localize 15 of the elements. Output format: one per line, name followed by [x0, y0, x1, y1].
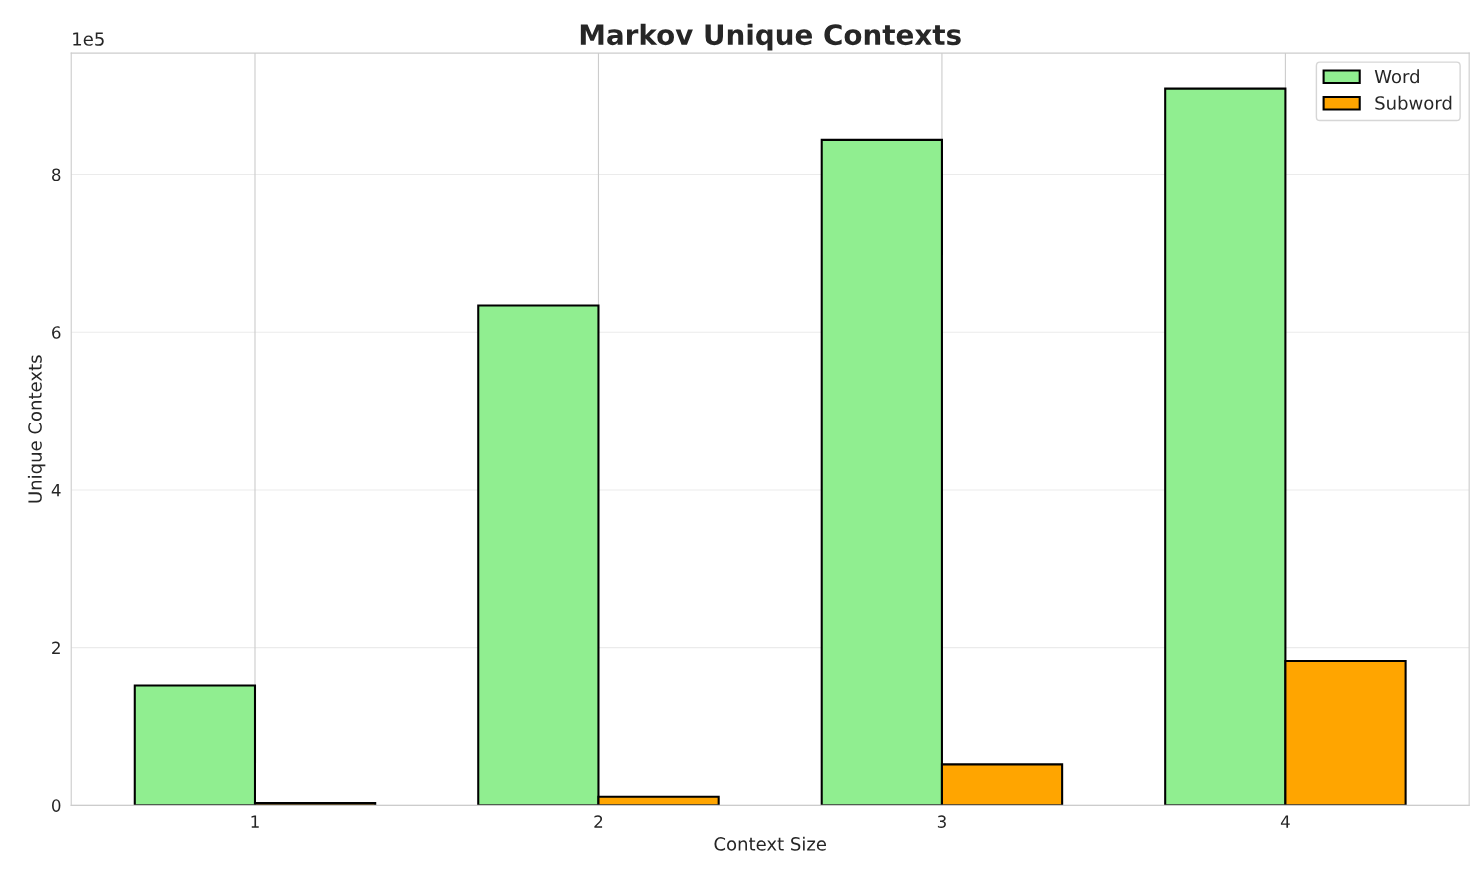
- y-tick-label: 0: [52, 799, 61, 812]
- legend-label: Word: [1374, 69, 1419, 84]
- x-axis-title: Context Size: [714, 836, 826, 851]
- y-axis-title: Unique Contexts: [27, 355, 46, 503]
- y-tick-label: 6: [52, 326, 61, 339]
- chart-title: Markov Unique Contexts: [580, 23, 961, 51]
- text: 1e5: [73, 32, 104, 46]
- y-tick-label: 2: [52, 641, 60, 654]
- x-tick-label: 1: [251, 815, 259, 828]
- x-tick-label: 3: [937, 815, 946, 828]
- x-tick-label: 4: [1280, 815, 1290, 828]
- y-tick-label: 8: [52, 168, 61, 182]
- legend-label: Subword: [1375, 95, 1452, 110]
- y-tick-label: 4: [51, 484, 61, 497]
- x-tick-label: 2: [594, 815, 603, 828]
